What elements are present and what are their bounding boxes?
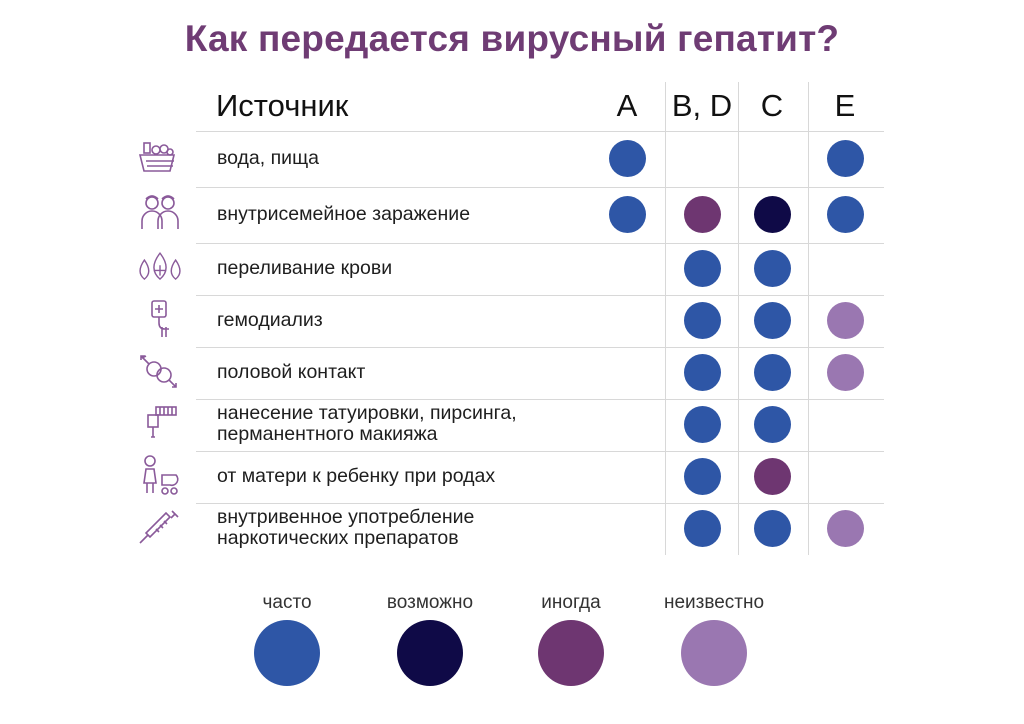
dialysis-bag-icon [134,297,186,341]
frequency-dot-c [754,302,791,339]
column-header-e: E [834,88,856,123]
row-label: гемодиализ [217,308,323,331]
frequency-dot-c [754,250,791,287]
frequency-dot-a [609,140,646,177]
frequency-dot-c [754,406,791,443]
column-divider [665,82,666,555]
row-label-line: от матери к ребенку при родах [217,464,496,487]
frequency-dot-c [754,196,791,233]
row-label-line: внутривенное употребление [217,506,475,528]
row-divider [196,131,884,132]
row-label-line: нанесение татуировки, пирсинга, [217,402,517,424]
frequency-dot-e [827,510,864,547]
food-basket-icon [134,135,186,179]
row-divider [196,399,884,400]
row-label-line: перманентного макияжа [217,423,438,445]
frequency-dot-bd [684,406,721,443]
frequency-dot-bd [684,354,721,391]
row-label-line: переливание крови [217,256,393,279]
legend-swatch [538,620,604,686]
row-label-line: гемодиализ [217,308,323,331]
tattoo-machine-icon [134,401,186,445]
frequency-dot-bd [684,458,721,495]
column-divider [808,82,809,555]
row-divider [196,347,884,348]
legend-label: иногда [541,592,601,613]
frequency-dot-bd [684,250,721,287]
column-header-bd: B, D [671,88,733,123]
row-label: переливание крови [217,256,393,279]
gender-symbols-icon [134,349,186,393]
row-divider [196,187,884,188]
row-label-line: внутрисемейное заражение [217,202,471,225]
legend-label: часто [262,592,312,613]
column-header-c: C [760,88,784,123]
frequency-dot-a [609,196,646,233]
row-label-line: половой контакт [217,360,366,383]
row-divider [196,243,884,244]
row-label: внутривенное употребление наркотических п… [217,507,474,549]
page-title: Как передается вирусный гепатит? [184,18,840,59]
syringe-icon [134,505,186,549]
frequency-dot-c [754,458,791,495]
row-label: внутрисемейное заражение [217,202,471,225]
frequency-dot-e [827,196,864,233]
row-label: от матери к ребенку при родах [217,464,496,487]
row-label: нанесение татуировки, пирсинга, перманент… [217,403,517,445]
source-column-header: Источник [216,88,349,123]
row-label: половой контакт [217,360,366,383]
frequency-dot-e [827,140,864,177]
frequency-dot-c [754,510,791,547]
blood-drops-icon [134,245,186,289]
frequency-dot-e [827,354,864,391]
column-divider [738,82,739,555]
frequency-dot-e [827,302,864,339]
frequency-dot-c [754,354,791,391]
family-icon [134,191,186,235]
row-divider [196,295,884,296]
mother-stroller-icon [134,453,186,497]
column-header-a: A [616,88,638,123]
row-label: вода, пища [217,146,319,169]
row-divider [196,451,884,452]
row-label-line: вода, пища [217,146,319,169]
legend-swatch [254,620,320,686]
legend-label: возможно [386,592,474,613]
frequency-dot-bd [684,510,721,547]
frequency-dot-bd [684,196,721,233]
legend-label: неизвестно [663,592,765,613]
frequency-dot-bd [684,302,721,339]
row-divider [196,503,884,504]
row-label-line: наркотических препаратов [217,527,459,549]
legend-swatch [397,620,463,686]
legend-swatch [681,620,747,686]
